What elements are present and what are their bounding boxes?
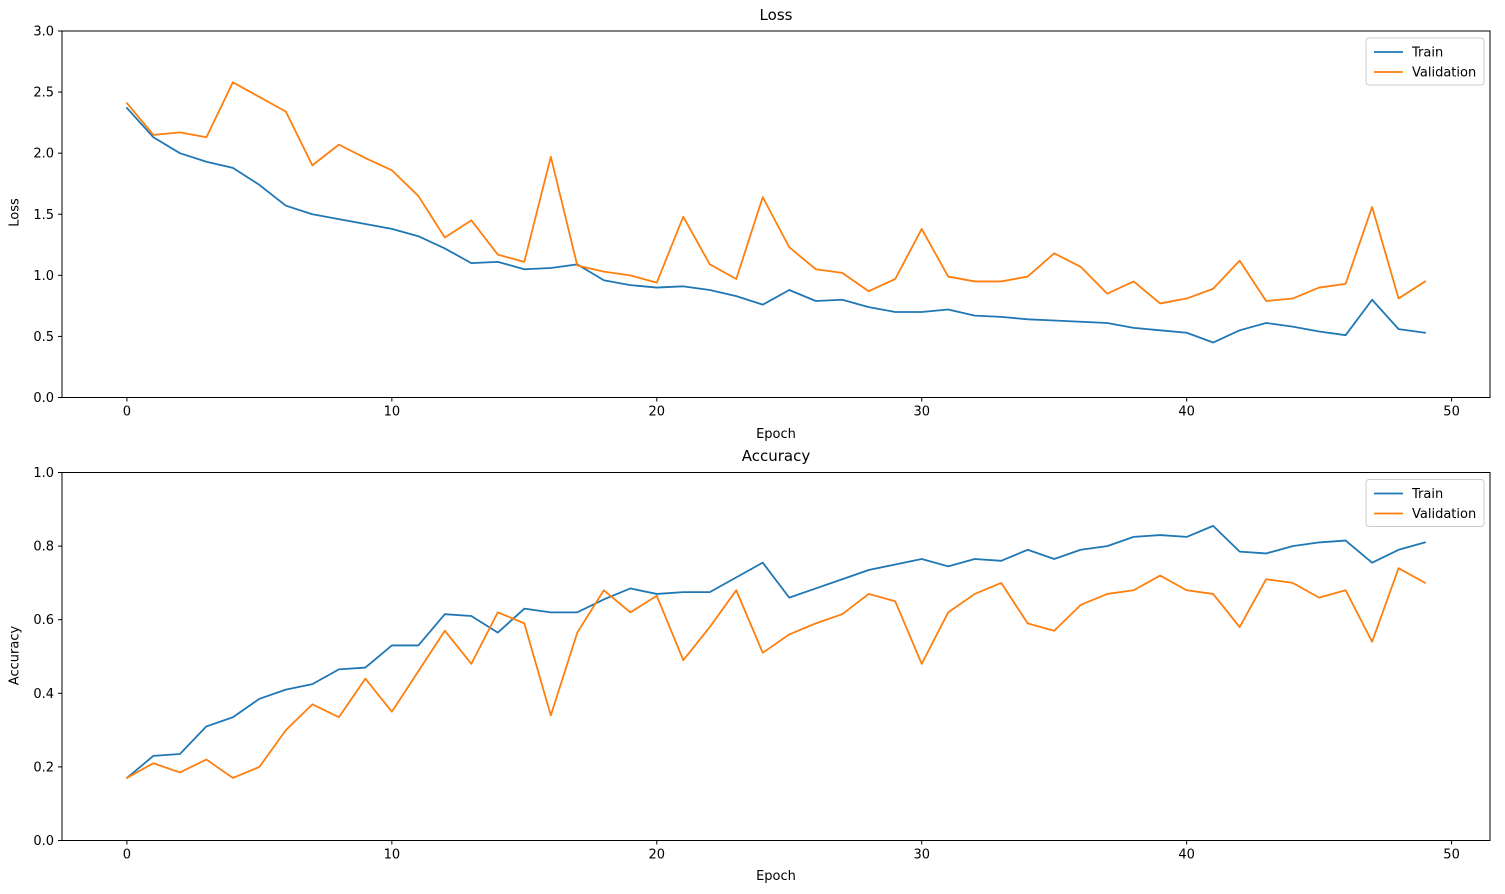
y-tick-label: 0.0 bbox=[33, 834, 54, 849]
x-tick-label: 0 bbox=[123, 405, 131, 420]
axes-spines bbox=[61, 472, 1491, 841]
validation-legend-label: Validation bbox=[1412, 507, 1476, 522]
y-tick-label: 1.5 bbox=[33, 208, 54, 223]
validation-legend-label: Validation bbox=[1412, 66, 1476, 81]
y-tick-label: 1.0 bbox=[33, 269, 54, 284]
y-tick-label: 0.5 bbox=[33, 330, 54, 345]
train-line bbox=[126, 524, 1426, 779]
y-axis-ticks: 0.0 0.5 1.0 1.5 2.0 2.5 3.0 bbox=[33, 25, 62, 406]
x-tick-label: 0 bbox=[123, 848, 131, 863]
y-tick-label: 1.0 bbox=[33, 466, 54, 481]
y-tick-label: 2.0 bbox=[33, 147, 54, 162]
x-tick-label: 20 bbox=[649, 848, 666, 863]
x-axis-ticks: 0 10 20 30 40 50 bbox=[123, 397, 1460, 420]
legend: Train Validation bbox=[1365, 37, 1485, 86]
x-tick-label: 40 bbox=[1178, 405, 1195, 420]
x-tick-label: 30 bbox=[913, 405, 930, 420]
x-tick-label: 30 bbox=[913, 848, 930, 863]
x-tick-label: 50 bbox=[1443, 848, 1460, 863]
train-line bbox=[126, 107, 1426, 344]
y-tick-label: 0.8 bbox=[33, 540, 54, 555]
y-tick-label: 0.6 bbox=[33, 613, 54, 628]
loss-chart-title: Loss bbox=[759, 6, 793, 24]
accuracy-x-axis-label: Epoch bbox=[756, 869, 796, 884]
train-legend-label: Train bbox=[1411, 487, 1443, 502]
legend-box bbox=[1365, 479, 1485, 527]
validation-line bbox=[126, 567, 1426, 779]
legend-box bbox=[1365, 37, 1485, 86]
y-tick-label: 3.0 bbox=[33, 25, 54, 40]
x-tick-label: 40 bbox=[1178, 848, 1195, 863]
y-tick-label: 0.2 bbox=[33, 760, 54, 775]
x-tick-label: 50 bbox=[1443, 405, 1460, 420]
x-tick-label: 20 bbox=[649, 405, 666, 420]
accuracy-chart-title: Accuracy bbox=[741, 447, 811, 465]
accuracy-plot-area: 0 10 20 30 40 50 0.0 0.2 0.4 0.6 0.8 1.0 Train Valida… bbox=[33, 466, 1491, 863]
train-legend-label: Train bbox=[1411, 46, 1443, 61]
x-axis-ticks: 0 10 20 30 40 50 bbox=[123, 840, 1460, 863]
x-tick-label: 10 bbox=[384, 848, 401, 863]
loss-plot-area: 0 10 20 30 40 50 0.0 0.5 1.0 1.5 2.0 2.5 3.0 Train Val… bbox=[33, 25, 1491, 420]
loss-x-axis-label: Epoch bbox=[756, 427, 796, 442]
y-axis-ticks: 0.0 0.2 0.4 0.6 0.8 1.0 bbox=[33, 466, 62, 849]
y-tick-label: 2.5 bbox=[33, 86, 54, 101]
axes-spines bbox=[61, 30, 1491, 398]
validation-line bbox=[126, 81, 1426, 305]
y-tick-label: 0.4 bbox=[33, 687, 54, 702]
x-tick-label: 10 bbox=[384, 405, 401, 420]
y-tick-label: 0.0 bbox=[33, 391, 54, 406]
legend: Train Validation bbox=[1365, 479, 1485, 527]
